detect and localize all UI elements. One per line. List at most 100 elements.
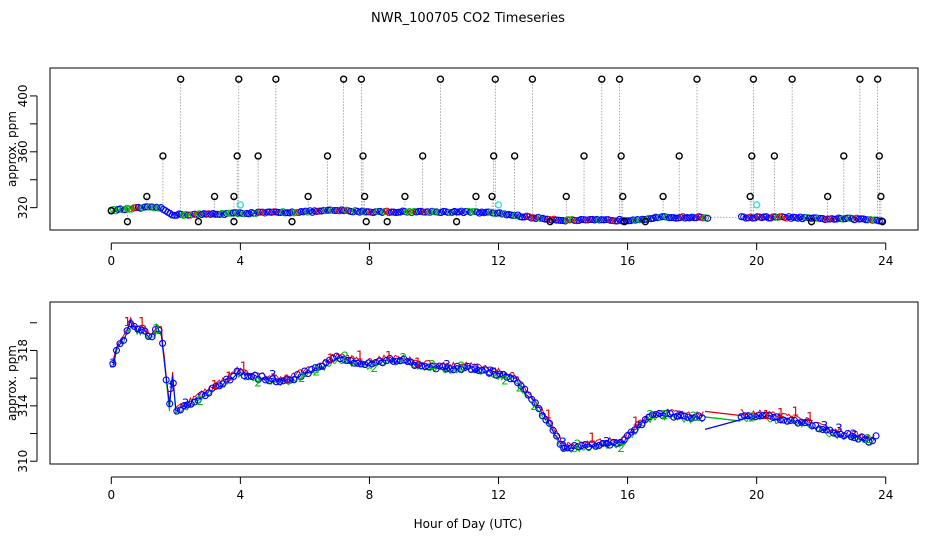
data-point (570, 216, 578, 224)
data-point (362, 208, 371, 216)
data-point (240, 372, 248, 380)
data-point (609, 438, 617, 446)
data-point (261, 376, 270, 384)
data-point (325, 356, 333, 364)
series-marker-label: 3 (835, 422, 843, 436)
outlier-point (452, 217, 461, 226)
outlier-point (362, 217, 370, 226)
outlier-point (619, 192, 627, 201)
series-marker-label: 2 (254, 376, 262, 390)
data-point (343, 356, 351, 365)
data-point (762, 411, 770, 419)
y-tick-label: 314 (16, 394, 30, 417)
data-point (256, 208, 264, 216)
data-point (368, 360, 376, 368)
data-point (667, 214, 676, 222)
outlier-point (107, 206, 116, 215)
outlier-point (840, 152, 848, 160)
data-point (297, 373, 305, 381)
data-point (535, 405, 543, 413)
data-point (329, 354, 337, 362)
outlier-point (823, 192, 832, 201)
data-point (840, 432, 848, 440)
data-point (666, 410, 674, 418)
data-point (263, 208, 271, 216)
series-marker-label: 2 (646, 408, 654, 422)
data-point (374, 207, 382, 215)
outlier-point (788, 75, 796, 83)
series-marker-label: 1 (283, 373, 291, 387)
data-point (503, 373, 511, 381)
x-tick-label: 4 (237, 254, 245, 268)
data-point (180, 402, 188, 410)
data-point (318, 362, 326, 370)
outlier-point (210, 192, 219, 201)
data-point (166, 400, 174, 408)
x-tick-label: 8 (366, 488, 374, 502)
data-point (670, 413, 678, 421)
data-point (741, 412, 749, 420)
series-marker-label: 2 (661, 408, 669, 422)
data-point (474, 366, 483, 375)
data-point (382, 357, 390, 365)
data-point (524, 391, 532, 399)
data-point (482, 208, 490, 216)
data-point (484, 208, 493, 216)
x-axis-label: Hour of Day (UTC) (414, 517, 523, 531)
data-point (446, 208, 454, 217)
data-point (658, 213, 666, 221)
series-marker-label: 1 (124, 315, 132, 329)
outlier-point (339, 75, 348, 83)
data-point (588, 440, 596, 448)
data-point (194, 396, 202, 404)
data-point (230, 372, 238, 380)
data-point (270, 208, 278, 216)
data-point (293, 371, 302, 379)
cyan-point (236, 201, 245, 209)
data-point (198, 391, 206, 399)
data-point (652, 410, 660, 418)
data-point (176, 406, 184, 414)
series-marker-label: 2 (530, 399, 538, 413)
data-point (602, 216, 610, 224)
gap-connector (704, 416, 741, 422)
data-point (538, 412, 546, 420)
data-point (364, 359, 373, 367)
data-point (213, 210, 222, 218)
data-point (151, 325, 160, 334)
data-point (462, 207, 470, 216)
data-point (794, 419, 802, 427)
data-point (613, 439, 621, 447)
figure-title: NWR_100705 CO2 Timeseries (371, 11, 565, 26)
data-point (631, 426, 639, 434)
data-point (403, 357, 412, 366)
data-point (698, 414, 706, 422)
data-point (361, 361, 369, 369)
x-tick-label: 12 (491, 254, 506, 268)
data-point (141, 327, 149, 335)
data-point (801, 213, 809, 222)
data-point (251, 371, 259, 379)
data-point (509, 211, 517, 219)
data-point (634, 421, 642, 429)
data-point (183, 401, 192, 409)
data-point (595, 441, 603, 449)
data-point (155, 326, 163, 334)
outlier-point (873, 75, 882, 83)
plot-frame (49, 67, 919, 231)
series-marker-label: 3 (821, 419, 829, 433)
series-marker-label: 1 (414, 356, 422, 370)
data-point (672, 214, 680, 222)
data-point (557, 216, 565, 225)
data-point (457, 365, 465, 373)
data-point (704, 214, 712, 222)
data-point (191, 398, 199, 406)
x-tick-label: 0 (107, 488, 115, 502)
plot-frame (49, 301, 919, 465)
data-point (531, 399, 539, 407)
data-point (755, 412, 763, 420)
data-point (215, 382, 223, 390)
data-point (699, 214, 707, 222)
data-point (162, 376, 170, 384)
outlier-point (546, 217, 554, 226)
